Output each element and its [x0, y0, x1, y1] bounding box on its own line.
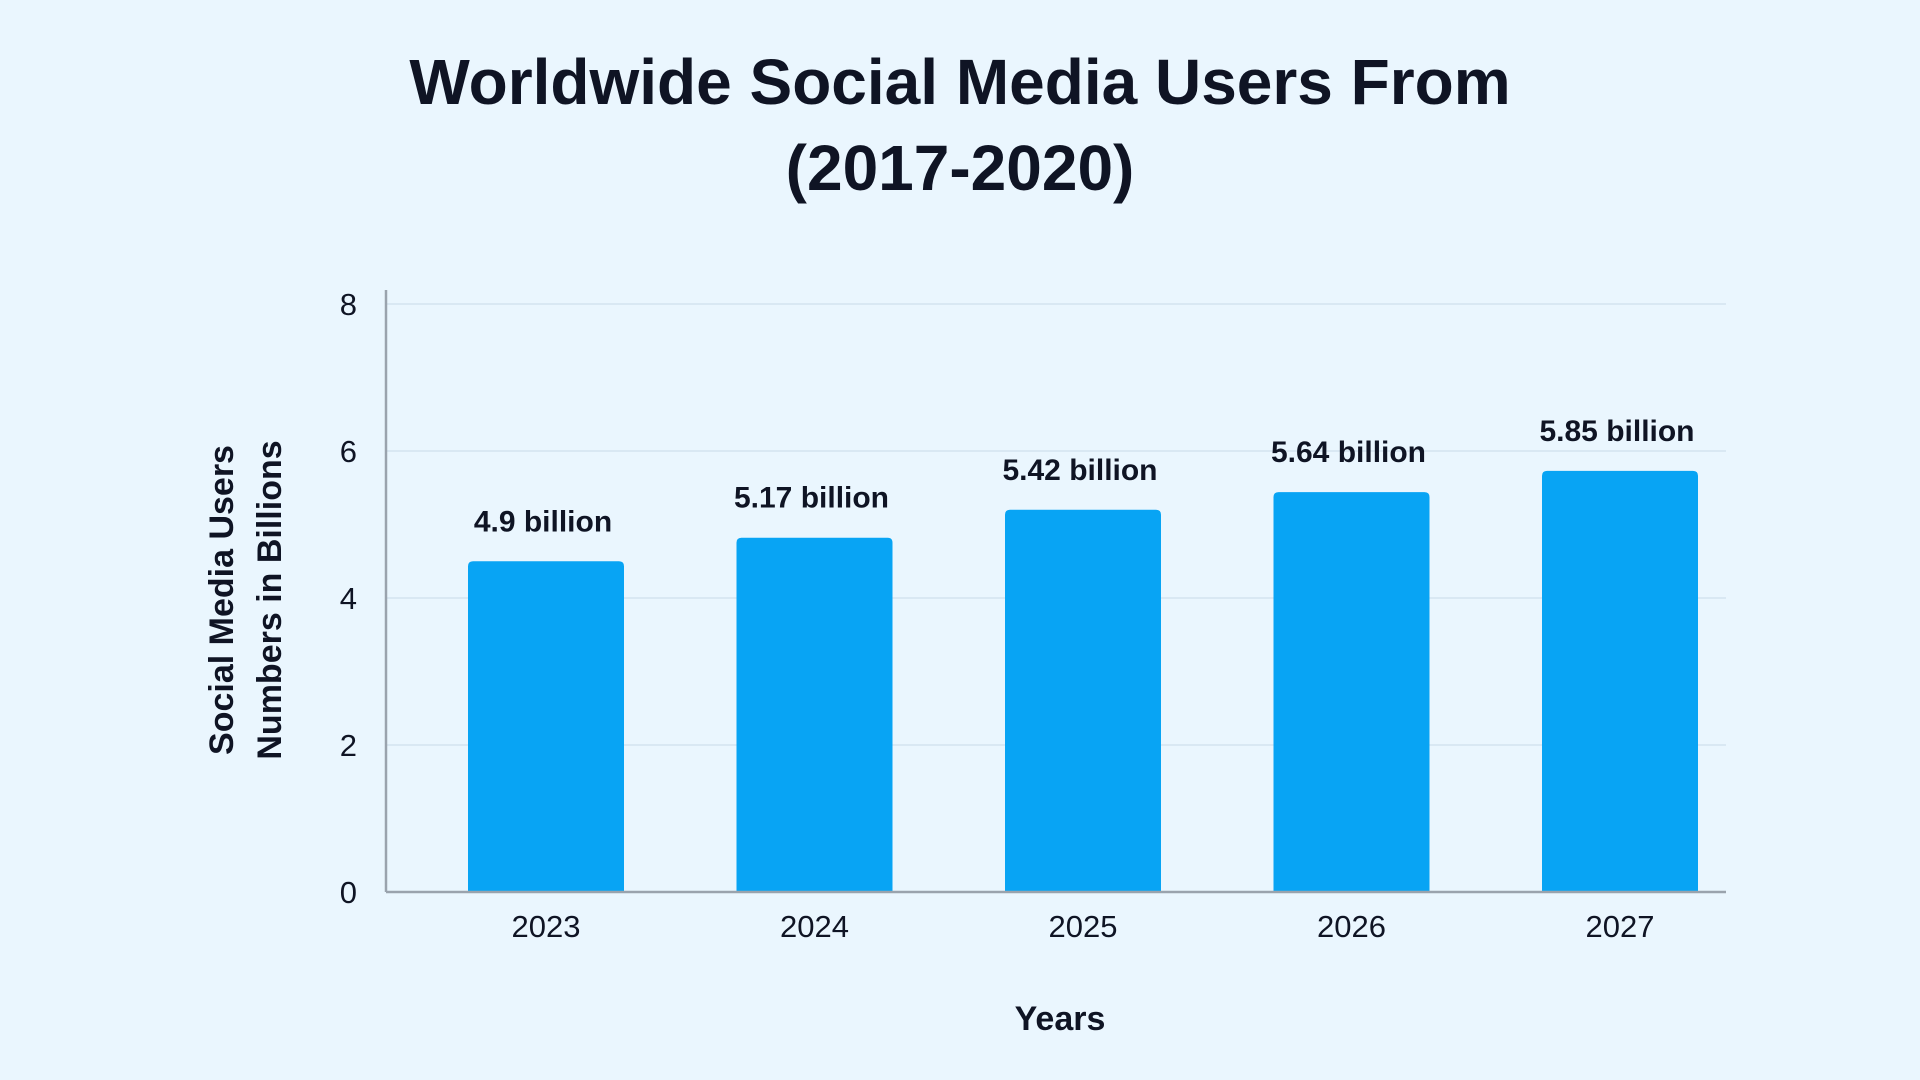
x-axis-label: Years: [1015, 1000, 1106, 1038]
x-tick-label: 2024: [780, 909, 849, 944]
bar-2024: [736, 537, 893, 892]
data-label: 5.42 billion: [1002, 454, 1157, 487]
y-tick-label: 4: [340, 581, 357, 616]
bar-2023: [468, 561, 624, 892]
y-tick-label: 8: [340, 287, 357, 322]
tick-labels: 0 2 4 6 8 2023 2024 2025 2026 2027: [340, 287, 1655, 944]
y-axis-label-line-2: Numbers in Billions: [251, 440, 289, 759]
data-label: 5.64 billion: [1271, 436, 1426, 469]
bar-2027: [1542, 470, 1698, 892]
y-tick-label: 6: [340, 434, 357, 469]
data-label: 5.17 billion: [734, 482, 889, 515]
data-labels: 4.9 billion 5.17 billion 5.42 billion 5.64 …: [474, 415, 1695, 538]
bars: [468, 470, 1698, 892]
axes: [384, 290, 1726, 894]
y-tick-label: 2: [340, 728, 357, 763]
chart-title-line-1: Worldwide Social Media Users From: [409, 46, 1510, 118]
bar-2025: [1005, 509, 1161, 892]
data-label: 4.9 billion: [474, 505, 612, 538]
y-axis-label-line-1: Social Media Users: [203, 445, 241, 755]
chart-title-line-2: (2017-2020): [786, 132, 1135, 204]
y-tick-label: 0: [340, 875, 357, 910]
x-tick-label: 2023: [512, 909, 581, 944]
bar-2026: [1273, 492, 1430, 892]
data-label: 5.85 billion: [1539, 415, 1694, 448]
x-tick-label: 2025: [1049, 909, 1118, 944]
x-tick-label: 2026: [1317, 909, 1386, 944]
y-axis-label: Social Media Users Numbers in Billions: [203, 440, 289, 759]
x-tick-label: 2027: [1586, 909, 1655, 944]
